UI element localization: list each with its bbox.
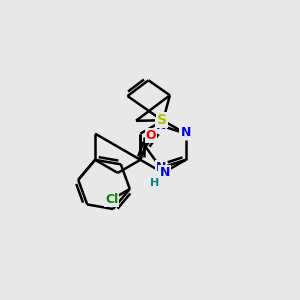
Text: Cl: Cl	[105, 193, 118, 206]
Text: S: S	[157, 113, 167, 127]
Text: N: N	[160, 167, 170, 179]
Text: N: N	[156, 119, 166, 132]
Text: H: H	[150, 178, 160, 188]
Text: N: N	[156, 161, 166, 174]
Text: N: N	[181, 125, 191, 139]
Text: O: O	[146, 129, 156, 142]
